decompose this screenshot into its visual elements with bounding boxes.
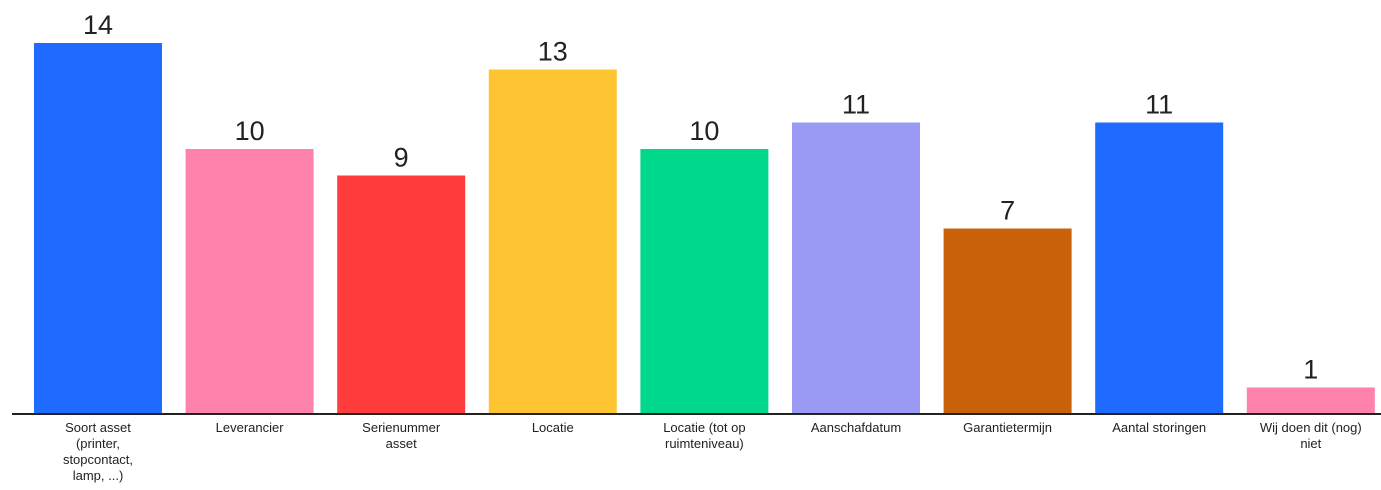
bar-7: [1095, 122, 1224, 414]
x-tick-label: Leverancier: [215, 420, 284, 435]
x-tick-label: Garantietermijn: [963, 420, 1053, 435]
bar-2: [337, 175, 466, 414]
x-tick-label: Soort asset (printer, stopcontact, lamp,…: [62, 420, 134, 483]
bar-value-label: 10: [235, 116, 265, 146]
bar-value-label: 1: [1303, 355, 1318, 385]
bar-4: [640, 149, 769, 414]
bar-5: [792, 122, 920, 414]
x-tick-label: Aanschafdatum: [810, 420, 902, 435]
bar-value-label: 14: [83, 10, 113, 40]
bar-3: [488, 69, 617, 414]
x-tick-label: Locatie (tot op ruimteniveau): [663, 420, 746, 451]
bar-value-label: 11: [842, 90, 870, 120]
bar-value-label: 7: [1000, 196, 1015, 226]
x-tick-label: Locatie: [531, 420, 574, 435]
bar-value-label: 13: [538, 37, 568, 67]
bars-group: [34, 43, 1375, 414]
bar-1: [185, 149, 314, 414]
bar-6: [943, 228, 1072, 414]
bar-8: [1246, 387, 1375, 414]
x-tick-label: Serienummer asset: [362, 420, 441, 451]
bar-value-label: 10: [689, 116, 719, 146]
x-tick-label: Aantal storingen: [1112, 420, 1207, 435]
bar-0: [34, 43, 162, 414]
bar-value-label: 11: [1145, 90, 1173, 120]
x-tick-label: Wij doen dit (nog) niet: [1259, 420, 1362, 451]
bar-value-label: 9: [394, 143, 409, 173]
